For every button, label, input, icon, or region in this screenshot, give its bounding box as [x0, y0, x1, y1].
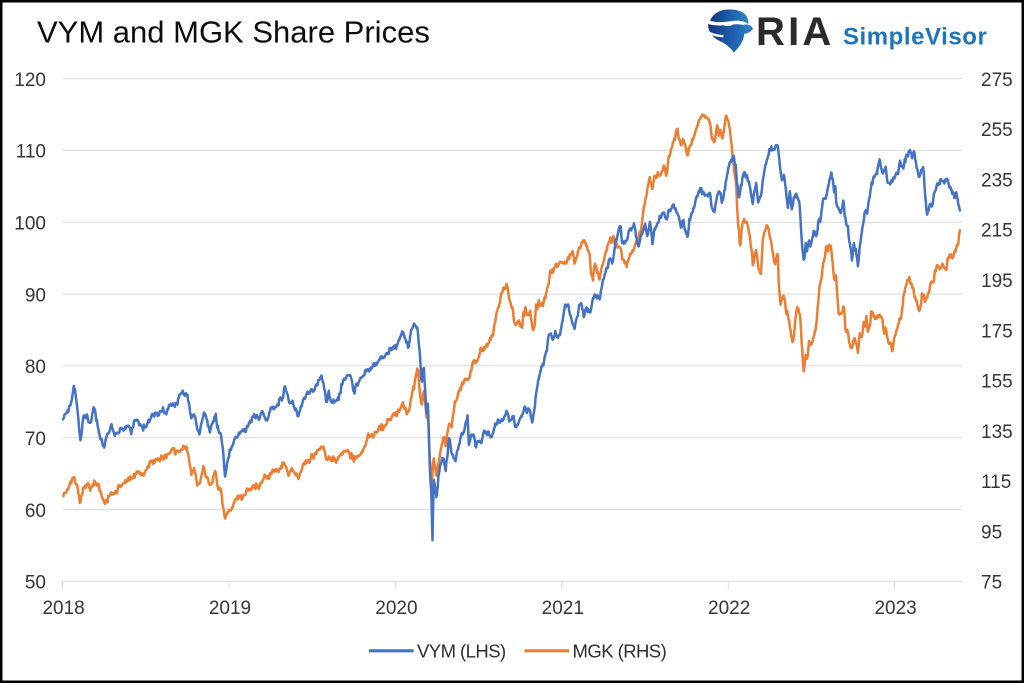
svg-text:2019: 2019 — [209, 598, 251, 619]
svg-text:195: 195 — [981, 271, 1013, 292]
svg-text:VYM (LHS): VYM (LHS) — [417, 641, 506, 662]
svg-text:120: 120 — [14, 70, 46, 91]
svg-text:235: 235 — [981, 170, 1013, 191]
svg-text:2023: 2023 — [874, 598, 916, 619]
svg-text:SimpleVisor: SimpleVisor — [843, 24, 987, 51]
svg-text:90: 90 — [25, 285, 46, 306]
svg-text:2022: 2022 — [708, 598, 750, 619]
svg-text:175: 175 — [981, 321, 1013, 342]
svg-text:135: 135 — [981, 422, 1013, 443]
svg-text:VYM and MGK Share Prices: VYM and MGK Share Prices — [37, 15, 430, 50]
svg-text:2020: 2020 — [375, 598, 417, 619]
svg-text:100: 100 — [14, 214, 46, 235]
svg-text:155: 155 — [981, 372, 1013, 393]
svg-text:80: 80 — [25, 357, 46, 378]
svg-text:2021: 2021 — [542, 598, 584, 619]
svg-text:2018: 2018 — [42, 598, 84, 619]
svg-text:75: 75 — [981, 573, 1002, 594]
svg-text:115: 115 — [981, 472, 1011, 493]
svg-text:95: 95 — [981, 522, 1002, 543]
svg-text:215: 215 — [981, 221, 1013, 242]
svg-text:60: 60 — [25, 501, 46, 522]
svg-text:RIA: RIA — [756, 10, 835, 54]
svg-text:70: 70 — [25, 429, 46, 450]
svg-text:MGK (RHS): MGK (RHS) — [573, 641, 667, 662]
svg-text:255: 255 — [981, 120, 1013, 141]
svg-text:50: 50 — [25, 573, 46, 594]
svg-text:110: 110 — [16, 142, 46, 163]
svg-text:275: 275 — [981, 70, 1013, 91]
